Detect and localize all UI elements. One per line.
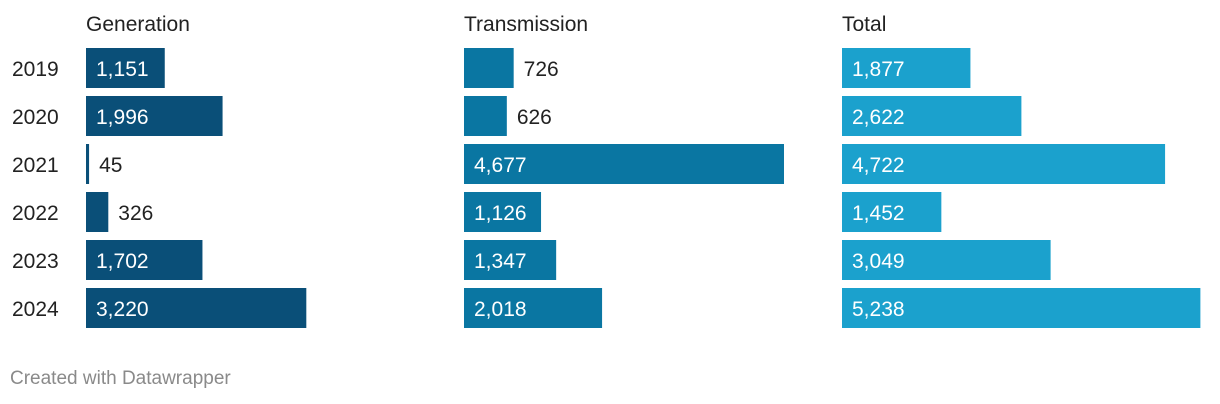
value-label-generation-2023: 1,702 [96,250,149,273]
bar-generation-2024 [86,288,307,328]
value-label-total-2019: 1,877 [852,58,905,81]
panel-title-generation: Generation [86,13,190,36]
value-label-generation-2024: 3,220 [96,298,149,321]
bar-transmission-2020 [464,96,507,136]
year-label-2022: 2022 [12,202,59,225]
value-label-transmission-2024: 2,018 [474,298,527,321]
value-label-generation-2019: 1,151 [96,58,149,81]
bar-total-2020 [842,96,1022,136]
year-label-2024: 2024 [12,298,59,321]
bar-total-2024 [842,288,1201,328]
value-label-total-2023: 3,049 [852,250,905,273]
value-label-total-2024: 5,238 [852,298,905,321]
year-label-2021: 2021 [12,154,59,177]
bar-generation-2023 [86,240,203,280]
value-label-transmission-2020: 626 [517,106,552,129]
bar-transmission-2019 [464,48,514,88]
bar-generation-2022 [86,192,109,232]
bar-transmission-2024 [464,288,603,328]
year-label-2019: 2019 [12,58,59,81]
year-label-2023: 2023 [12,250,59,273]
bar-transmission-2021 [464,144,784,184]
value-label-total-2022: 1,452 [852,202,905,225]
bar-generation-2019 [86,48,165,88]
value-label-transmission-2019: 726 [524,58,559,81]
bar-total-2021 [842,144,1166,184]
year-label-2020: 2020 [12,106,59,129]
value-label-transmission-2021: 4,677 [474,154,527,177]
bar-generation-2021 [86,144,90,184]
bar-transmission-2022 [464,192,542,232]
value-label-transmission-2023: 1,347 [474,250,527,273]
value-label-generation-2020: 1,996 [96,106,149,129]
panel-title-total: Total [842,13,886,36]
panel-title-transmission: Transmission [464,13,588,36]
value-label-generation-2021: 45 [99,154,122,177]
bar-generation-2020 [86,96,223,136]
value-label-total-2020: 2,622 [852,106,905,129]
value-label-transmission-2022: 1,126 [474,202,527,225]
bar-total-2022 [842,192,942,232]
value-label-generation-2022: 326 [118,202,153,225]
bar-transmission-2023 [464,240,557,280]
value-label-total-2021: 4,722 [852,154,905,177]
bar-total-2019 [842,48,971,88]
bar-total-2023 [842,240,1051,280]
datawrapper-credit: Created with Datawrapper [10,368,231,389]
